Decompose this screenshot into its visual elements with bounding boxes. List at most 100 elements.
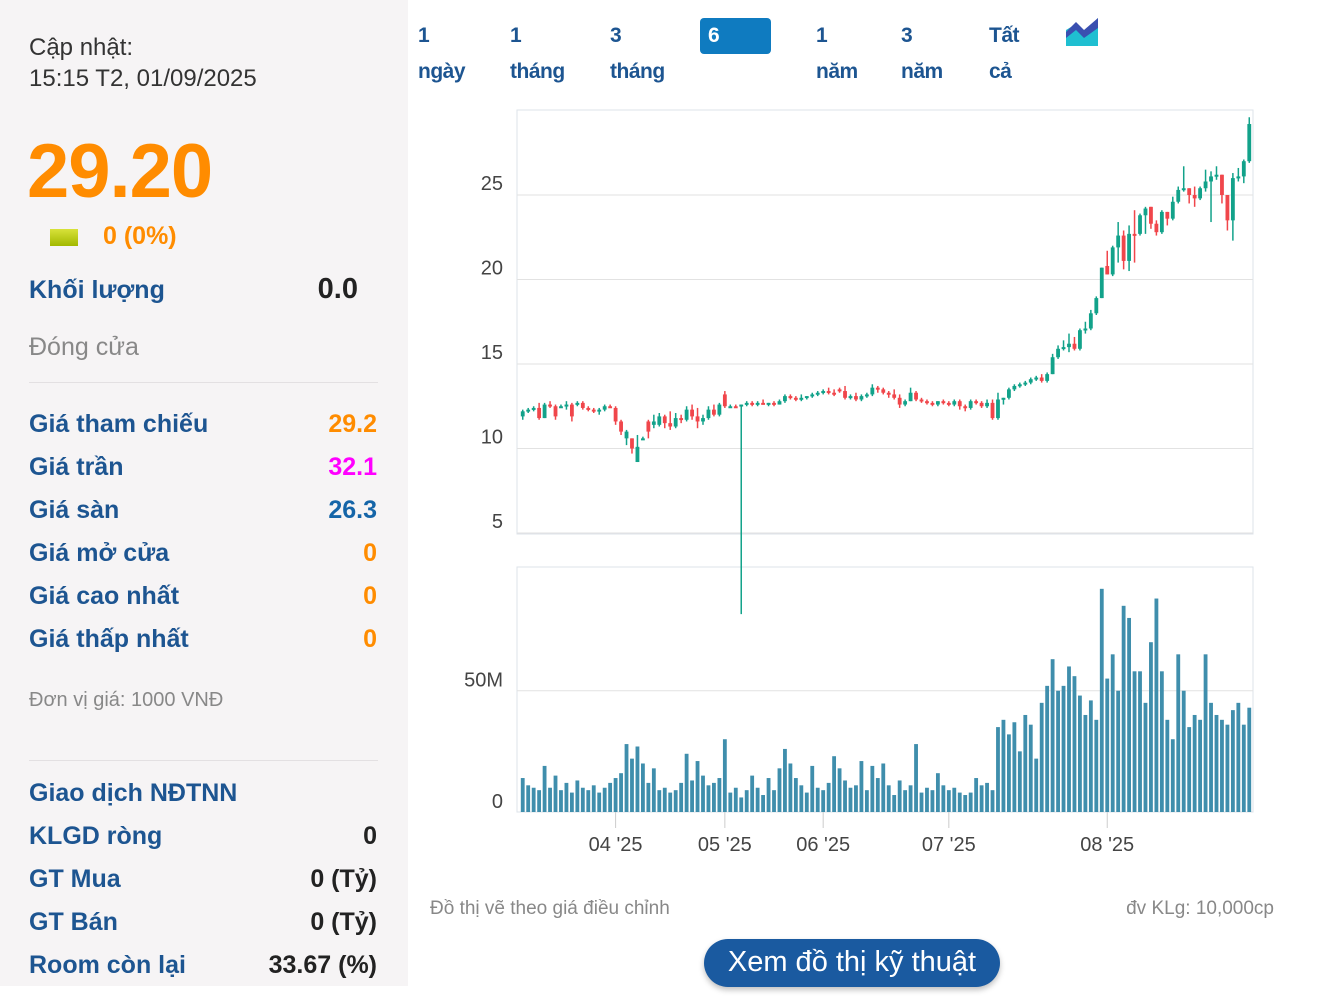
- volume-bar: [630, 758, 634, 812]
- foreign-row-label: KLGD ròng: [29, 822, 163, 850]
- candle-body: [755, 402, 760, 405]
- tab-period[interactable]: 3 tháng: [610, 24, 665, 83]
- candle-body: [1078, 330, 1082, 349]
- volume-bar: [979, 785, 984, 812]
- volume-bar: [586, 790, 591, 812]
- candle-body: [963, 406, 968, 409]
- volume-bar: [908, 785, 913, 812]
- area-chart-icon[interactable]: [1066, 18, 1098, 46]
- candle-body: [957, 401, 962, 407]
- price-tick-label: 5: [492, 511, 503, 533]
- volume-bar: [657, 790, 662, 812]
- candle-body: [1143, 208, 1148, 216]
- volume-bar: [608, 782, 613, 812]
- candle-body: [1050, 357, 1055, 375]
- volume-bar: [1056, 690, 1060, 812]
- candle-body: [903, 401, 908, 405]
- volume-bar: [619, 773, 623, 812]
- candle-body: [553, 406, 558, 417]
- volume-bar: [537, 790, 542, 812]
- tab-period[interactable]: 1 tháng: [510, 24, 565, 83]
- volume-bar: [963, 795, 968, 812]
- candle-body: [892, 394, 897, 398]
- candle-body: [843, 391, 847, 398]
- candle-body: [1170, 201, 1175, 219]
- volume-bar: [864, 790, 869, 812]
- tab-period[interactable]: Tất cả: [989, 24, 1020, 83]
- candle-body: [761, 402, 766, 405]
- volume-bar: [695, 761, 700, 812]
- volume-bar: [881, 763, 886, 812]
- volume-bar: [761, 795, 766, 812]
- candle-body: [996, 399, 1000, 419]
- volume-bar: [1165, 719, 1170, 812]
- volume-bar: [701, 775, 705, 812]
- current-price: 29.20: [27, 129, 213, 214]
- candle-body: [864, 394, 869, 397]
- candle-body: [1149, 206, 1153, 224]
- candle-body: [624, 431, 629, 439]
- volume-bar: [739, 797, 744, 812]
- volume-bar: [793, 778, 798, 812]
- candle-body: [766, 402, 771, 405]
- candle-body: [591, 409, 596, 412]
- volume-bar: [788, 763, 793, 812]
- foreign-trading-title: Giao dịch NĐTNN: [29, 779, 238, 807]
- candle-body: [1247, 124, 1252, 162]
- candle-body: [1192, 195, 1197, 199]
- candle-body: [897, 397, 902, 405]
- volume-bar: [1078, 695, 1082, 812]
- candle-body: [722, 394, 727, 407]
- price-panel-frame: [516, 109, 1254, 535]
- volume-bar: [668, 792, 673, 812]
- volume-bar: [1099, 588, 1104, 812]
- tab-period[interactable]: 6 tháng: [700, 18, 771, 83]
- volume-bar: [886, 785, 891, 812]
- volume-bar: [1170, 739, 1175, 812]
- candle-body: [985, 402, 989, 407]
- volume-bar: [591, 785, 596, 812]
- tab-period[interactable]: 1 năm: [816, 24, 858, 83]
- stock-summary-panel: Cập nhật: 15:15 T2, 01/09/2025 29.20 0 (…: [0, 0, 408, 986]
- volume-bar: [651, 768, 656, 812]
- price-change: 0 (0%): [103, 222, 177, 250]
- price-row-label: Giá sàn: [29, 496, 120, 524]
- candle-body: [990, 402, 995, 419]
- volume-bar: [1241, 724, 1246, 812]
- price-row-value: 0: [363, 582, 377, 610]
- volume-bar: [848, 787, 853, 812]
- foreign-row-value: 0: [363, 822, 377, 850]
- candle-body: [848, 396, 853, 399]
- volume-bar: [1039, 702, 1044, 812]
- candle-body: [952, 401, 957, 405]
- volume-bar: [1028, 724, 1033, 812]
- candle-body: [875, 387, 880, 390]
- volume-bar: [646, 782, 651, 812]
- candle-body: [613, 407, 618, 422]
- candle-body: [1132, 233, 1137, 236]
- candle-body: [1012, 385, 1017, 390]
- volume-bar: [1209, 702, 1213, 812]
- price-row-label: Giá tham chiếu: [29, 410, 209, 438]
- tab-period[interactable]: 3 năm: [901, 24, 943, 83]
- candle-body: [706, 409, 711, 419]
- foreign-row-label: GT Mua: [29, 865, 121, 893]
- candle-body: [1121, 235, 1126, 261]
- technical-chart-button[interactable]: Xem đồ thị kỹ thuật: [704, 939, 1000, 987]
- candle-body: [1023, 382, 1028, 385]
- volume-bar: [750, 775, 755, 812]
- volume-bar: [1230, 710, 1235, 812]
- volume-bar: [673, 790, 678, 812]
- volume-bar: [1067, 666, 1071, 812]
- candle-body: [739, 404, 744, 407]
- tab-period[interactable]: 1 ngày: [418, 24, 466, 83]
- volume-unit-note: đv KLg: 10,000cp: [1126, 898, 1274, 919]
- candle-body: [640, 438, 645, 441]
- candle-body: [548, 404, 552, 407]
- volume-bar: [930, 790, 935, 812]
- candle-body: [1116, 235, 1121, 248]
- volume-bar: [1187, 727, 1192, 812]
- divider: [29, 760, 378, 761]
- candle-body: [1138, 215, 1142, 234]
- volume-bar: [1116, 690, 1121, 812]
